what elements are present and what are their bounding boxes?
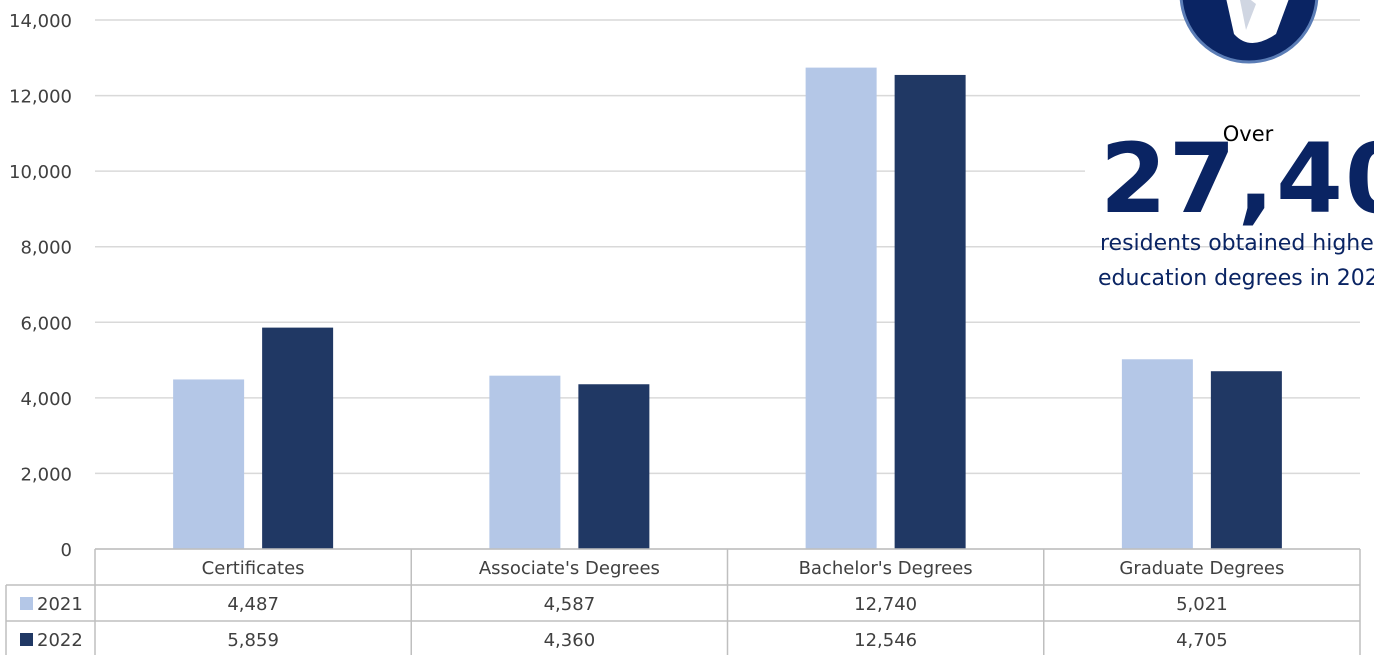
bar-2022-0: [262, 327, 334, 549]
y-tick-label: 2,000: [20, 464, 72, 485]
bar-2021-3: [1121, 359, 1193, 549]
callout-line-2: education degrees in 2022: [1098, 266, 1374, 291]
bar-2021-0: [173, 379, 245, 549]
category-label: Certificates: [202, 558, 305, 579]
bar-2022-1: [578, 384, 650, 549]
data-label: 12,740: [854, 594, 917, 615]
legend-key-2021: [20, 597, 33, 610]
bar-2022-2: [894, 74, 966, 549]
category-label: Graduate Degrees: [1119, 558, 1284, 579]
callout: Over 27,400 residents obtained higher ed…: [1085, 0, 1374, 291]
legend-key-2022: [20, 633, 33, 646]
bar-2021-2: [805, 67, 877, 550]
data-label: 4,587: [544, 594, 596, 615]
legend-label: 2022: [37, 630, 83, 651]
bar-2021-1: [489, 375, 561, 549]
y-tick-label: 6,000: [20, 313, 72, 334]
graduation-cap-icon: [1179, 0, 1319, 64]
data-label: 4,487: [227, 594, 279, 615]
y-tick-label: 14,000: [9, 11, 72, 32]
data-table: Certificates Associate's Degrees Bachelor'…: [5, 548, 1361, 655]
bar-2022-3: [1210, 371, 1282, 549]
category-label: Associate's Degrees: [479, 558, 660, 579]
callout-over: Over: [1223, 122, 1274, 146]
y-tick-label: 8,000: [20, 238, 72, 259]
y-tick-label: 10,000: [9, 162, 72, 183]
callout-big-number: 27,400: [1100, 123, 1374, 235]
data-label: 4,360: [544, 630, 596, 651]
y-tick-label: 12,000: [9, 87, 72, 108]
data-label: 12,546: [854, 630, 917, 651]
data-label: 5,021: [1176, 594, 1228, 615]
bars: [173, 67, 1282, 550]
y-tick-label: 0: [61, 540, 72, 561]
y-tick-label: 4,000: [20, 389, 72, 410]
y-axis-ticks: 0 2,000 4,000 6,000 8,000 10,000 12,000 14,000: [9, 11, 72, 561]
callout-line-1: residents obtained higher: [1100, 231, 1374, 256]
legend-label: 2021: [37, 594, 83, 615]
data-label: 4,705: [1176, 630, 1228, 651]
category-label: Bachelor's Degrees: [799, 558, 973, 579]
data-label: 5,859: [227, 630, 279, 651]
